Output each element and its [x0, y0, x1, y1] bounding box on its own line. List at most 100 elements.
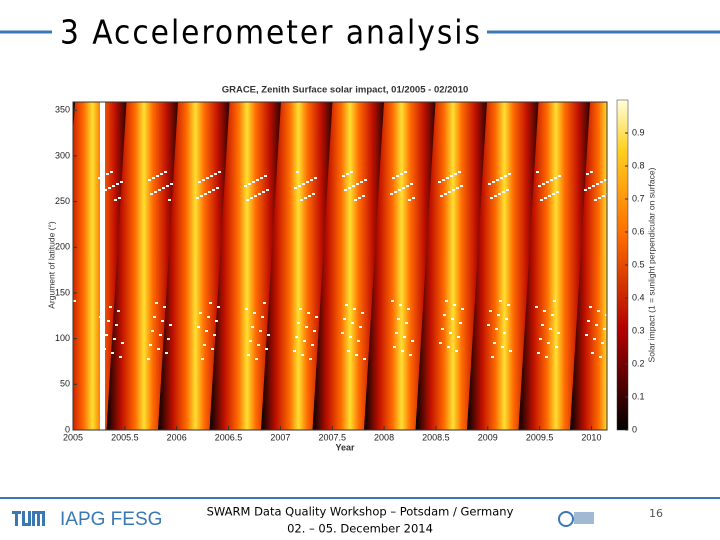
x-tick-label: 2008: [374, 432, 394, 442]
heat-speckle: [108, 187, 111, 189]
heat-speckle: [153, 316, 156, 318]
heat-speckle: [156, 175, 159, 177]
heat-speckle: [149, 344, 152, 346]
heat-speckle: [442, 179, 445, 181]
heat-speckle: [554, 177, 557, 179]
heat-speckle: [166, 185, 169, 187]
heat-speckle: [260, 177, 263, 179]
heat-speckle: [587, 320, 590, 322]
gge-logo: [558, 511, 594, 527]
heat-speckle: [160, 173, 163, 175]
heat-speckle: [356, 183, 359, 185]
heat-speckle: [197, 326, 200, 328]
heat-speckle: [352, 185, 355, 187]
heat-speckle: [210, 175, 213, 177]
heat-speckle: [556, 191, 559, 193]
heat-speckle: [247, 354, 250, 356]
heat-speckle: [119, 356, 122, 358]
heat-speckle: [393, 346, 396, 348]
heat-speckle: [249, 340, 252, 342]
heat-speckle: [547, 342, 550, 344]
heat-speckle: [111, 352, 114, 354]
heat-speckle: [205, 330, 208, 332]
heat-speckle: [404, 171, 407, 173]
heat-speckle: [494, 195, 497, 197]
heat-speckle: [118, 197, 121, 199]
colorbar-tick-label: 0.3: [632, 325, 645, 335]
heat-speckle: [106, 173, 109, 175]
footer-line1: SWARM Data Quality Workshop – Potsdam / …: [207, 505, 514, 519]
heat-speckle: [551, 314, 554, 316]
heat-speckle: [593, 338, 596, 340]
heat-speckle: [491, 356, 494, 358]
heat-speckle: [104, 189, 107, 191]
colorbar-tick-label: 0.4: [632, 292, 645, 302]
y-tick-label: 300: [55, 150, 70, 160]
heat-speckle: [147, 358, 150, 360]
heat-speckle: [604, 179, 607, 181]
heat-speckle: [167, 338, 170, 340]
heat-speckle: [114, 199, 117, 201]
y-tick-label: 0: [65, 424, 70, 434]
heat-speckle: [300, 199, 303, 201]
heat-speckle: [500, 177, 503, 179]
heat-speckle: [455, 350, 458, 352]
heat-speckle: [259, 330, 262, 332]
heat-speckle: [508, 173, 511, 175]
heat-speckle: [110, 171, 113, 173]
heat-speckle: [361, 312, 364, 314]
heat-speckle: [410, 183, 413, 185]
heat-speckle: [211, 348, 214, 350]
heat-speckle: [503, 332, 506, 334]
heat-speckle: [267, 334, 270, 336]
x-tick-label: 2006.5: [215, 432, 243, 442]
heat-speckle: [496, 179, 499, 181]
heat-speckle: [390, 193, 393, 195]
heat-speckle: [458, 171, 461, 173]
heat-speckle: [207, 316, 210, 318]
x-axis-label: Year: [335, 442, 355, 452]
heat-speckle: [396, 175, 399, 177]
heat-speckle: [401, 350, 404, 352]
heat-speckle: [538, 185, 541, 187]
heat-speckle: [254, 195, 257, 197]
heat-speckle: [360, 181, 363, 183]
heat-speckle: [170, 183, 173, 185]
heat-speckle: [440, 195, 443, 197]
heat-speckle: [246, 199, 249, 201]
heat-speckle: [584, 189, 587, 191]
heat-speckle: [452, 189, 455, 191]
heat-speckle: [588, 187, 591, 189]
footer-line2: 02. – 05. December 2014: [287, 522, 433, 536]
x-tick-label: 2006: [167, 432, 187, 442]
heat-speckle: [250, 197, 253, 199]
heat-speckle: [544, 197, 547, 199]
page-number: 16: [649, 507, 663, 520]
heat-speckle: [206, 177, 209, 179]
heat-speckle: [490, 197, 493, 199]
heat-speckle: [262, 191, 265, 193]
heat-speckle: [460, 185, 463, 187]
heat-speckle: [552, 193, 555, 195]
heat-speckle: [253, 312, 256, 314]
heat-speckle: [603, 328, 606, 330]
heat-speckle: [409, 354, 412, 356]
heat-speckle: [301, 354, 304, 356]
y-tick-label: 250: [55, 196, 70, 206]
heat-speckle: [151, 330, 154, 332]
heat-speckle: [217, 306, 220, 308]
heat-speckle: [256, 179, 259, 181]
x-tick-label: 2009: [478, 432, 498, 442]
heat-speckle: [488, 183, 491, 185]
heat-speckle: [200, 195, 203, 197]
heat-speckle: [506, 189, 509, 191]
heat-speckle: [453, 304, 456, 306]
heat-speckle: [403, 336, 406, 338]
heat-speckle: [451, 318, 454, 320]
data-gap: [100, 102, 105, 430]
x-tick-label: 2009.5: [526, 432, 554, 442]
heat-speckle: [489, 310, 492, 312]
heat-speckle: [342, 175, 345, 177]
heat-speckle: [344, 189, 347, 191]
